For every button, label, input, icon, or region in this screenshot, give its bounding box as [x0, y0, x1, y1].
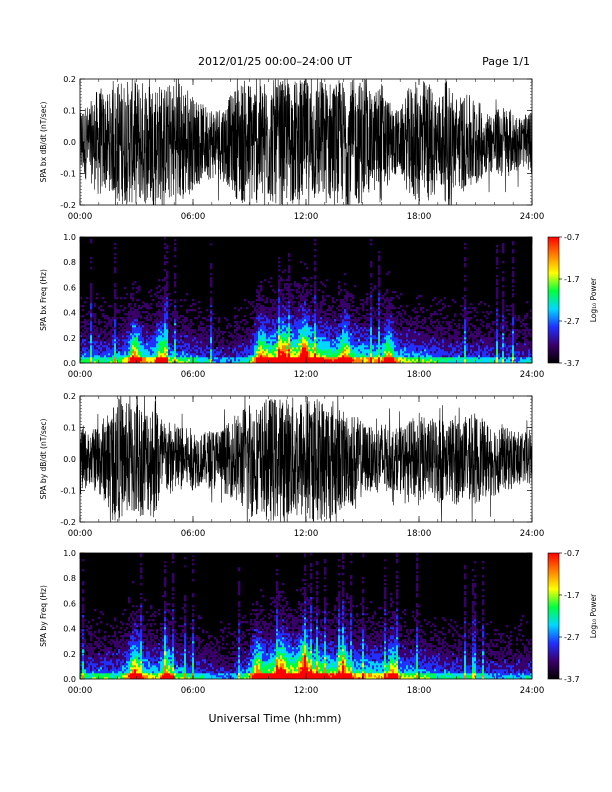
x-tick-label: 24:00 [520, 686, 545, 696]
figure-title: 2012/01/25 00:00–24:00 UT [198, 55, 352, 68]
y-tick-label: 0.0 [63, 138, 76, 147]
y-tick-label: 0.0 [63, 455, 76, 464]
y-tick-label: 0.6 [63, 283, 76, 292]
y-tick-label: 0.2 [63, 334, 76, 343]
panel-2: -0.7 -1.7 -2.7 -3.7 Log₁₀ Power 0.0 0.2 0.4 0.6 0… [39, 233, 598, 380]
x-tick-label: 06:00 [181, 370, 206, 380]
y-axis-label: SPA bx dB/dt (nT/sec) [39, 102, 48, 183]
y-tick-label: 1.0 [63, 549, 76, 558]
y-axis-label: SPA by dB/dt (nT/sec) [39, 419, 48, 500]
spectrogram-cells [80, 553, 532, 679]
y-tick-label: 0.2 [63, 650, 76, 659]
y-tick-label: 0.4 [63, 309, 76, 318]
x-tick-label: 18:00 [407, 686, 432, 696]
x-tick-label: 00:00 [68, 686, 93, 696]
colorbar-tick-label: -1.7 [564, 275, 580, 284]
x-tick-label: 18:00 [407, 212, 432, 222]
series-trace [80, 396, 532, 522]
x-tick-label: 12:00 [294, 529, 319, 539]
x-tick-label: 00:00 [68, 529, 93, 539]
x-tick-label: 18:00 [407, 529, 432, 539]
y-tick-label: 1.0 [63, 233, 76, 242]
y-tick-label: -0.2 [60, 201, 76, 210]
y-tick-label: 0.2 [63, 392, 76, 401]
x-tick-label: 24:00 [520, 212, 545, 222]
y-tick-label: 0.2 [63, 75, 76, 84]
colorbar-tick-label: -3.7 [564, 675, 580, 684]
series-trace [80, 79, 532, 205]
x-tick-label: 12:00 [294, 686, 319, 696]
y-tick-label: 0.6 [63, 599, 76, 608]
colorbar-tick-label: -3.7 [564, 359, 580, 368]
y-axis-label: SPA by Freq (Hz) [39, 585, 48, 647]
panel-1: -0.2 -0.1 0.0 0.1 0.2 00:00 06:00 12:00 18:00 24:… [39, 75, 545, 222]
colorbar-label: Log₁₀ Power [589, 593, 598, 638]
colorbar-label: Log₁₀ Power [589, 277, 598, 322]
panel-3: -0.2 -0.1 0.0 0.1 0.2 00:00 06:00 12:00 18:00 24:… [39, 392, 545, 539]
y-tick-label: 0.0 [63, 359, 76, 368]
y-tick-label: 0.1 [63, 424, 76, 433]
x-tick-label: 06:00 [181, 529, 206, 539]
spectrogram-cells [80, 237, 532, 363]
x-tick-label: 00:00 [68, 370, 93, 380]
colorbar-tick-label: -2.7 [564, 633, 580, 642]
x-tick-label: 06:00 [181, 212, 206, 222]
colorbar-tick-label: -2.7 [564, 317, 580, 326]
colorbar [547, 236, 560, 364]
y-tick-label: 0.1 [63, 107, 76, 116]
y-tick-label: -0.1 [60, 487, 76, 496]
page-indicator: Page 1/1 [482, 55, 530, 68]
y-tick-label: -0.1 [60, 170, 76, 179]
x-tick-label: 00:00 [68, 212, 93, 222]
colorbar-tick-label: -1.7 [564, 591, 580, 600]
x-tick-label: 12:00 [294, 370, 319, 380]
y-axis-label: SPA bx Freq (Hz) [39, 269, 48, 331]
y-tick-label: 0.4 [63, 625, 76, 634]
colorbar-tick-label: -0.7 [564, 549, 580, 558]
y-tick-label: 0.0 [63, 675, 76, 684]
panel-4: -0.7 -1.7 -2.7 -3.7 Log₁₀ Power 0.0 0.2 0.4 0.6 0… [39, 549, 598, 696]
colorbar [547, 552, 560, 680]
y-tick-label: 0.8 [63, 574, 76, 583]
colorbar-tick-label: -0.7 [564, 233, 580, 242]
x-axis-label: Universal Time (hh:mm) [209, 712, 342, 725]
x-tick-label: 24:00 [520, 370, 545, 380]
y-tick-label: -0.2 [60, 518, 76, 527]
x-tick-label: 12:00 [294, 212, 319, 222]
panels: -0.2 -0.1 0.0 0.1 0.2 00:00 06:00 12:00 18:00 24:… [39, 75, 598, 696]
x-tick-label: 06:00 [181, 686, 206, 696]
x-tick-label: 18:00 [407, 370, 432, 380]
y-tick-label: 0.8 [63, 258, 76, 267]
x-tick-label: 24:00 [520, 529, 545, 539]
